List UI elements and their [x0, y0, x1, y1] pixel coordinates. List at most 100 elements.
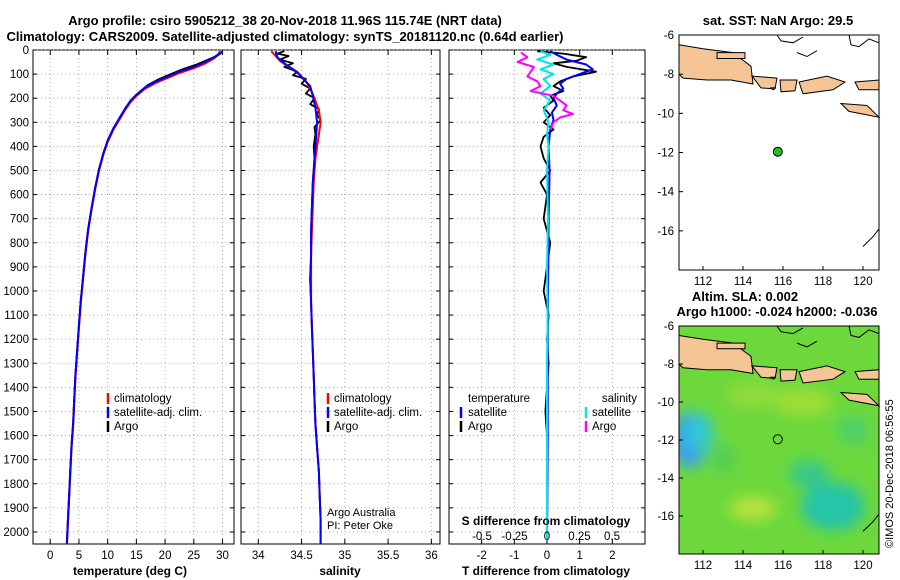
temperature-xtick-label: 0 — [47, 550, 53, 562]
sla-anomaly — [729, 496, 777, 521]
temperature-xtick-label: 5 — [76, 550, 82, 562]
sla-anomaly — [685, 412, 713, 453]
sla-anomaly — [773, 388, 833, 416]
sla-xtick-label: 118 — [814, 560, 832, 572]
sst-xtick-label: 120 — [853, 276, 872, 288]
temperature-panel: 0100200300400500600700800900100011001200… — [3, 45, 235, 562]
sla-ytick-label: -12 — [657, 435, 674, 447]
depth-tick-label: 700 — [10, 214, 29, 226]
salinity-xtick-label: 35 — [338, 550, 351, 562]
sla-coastline — [776, 325, 804, 335]
depth-tick-label: 1600 — [3, 431, 29, 443]
sst-xtick-label: 118 — [814, 276, 832, 288]
sla-anomaly — [711, 443, 735, 475]
sst-xtick-label: 116 — [774, 276, 792, 288]
sla-field-anomalies — [679, 380, 869, 531]
temperature-xtick-label: 25 — [187, 550, 200, 562]
sla-land — [779, 369, 798, 382]
temperature-legend-argo: Argo — [114, 421, 138, 433]
sst-ytick-label: -14 — [657, 187, 674, 199]
sst-land — [716, 52, 746, 59]
sst-ytick-label: -8 — [664, 69, 674, 81]
difference-x2label: S difference from climatology — [462, 514, 631, 528]
temperature-xtick-label: 20 — [159, 550, 172, 562]
temperature-xtick-label: 15 — [130, 550, 143, 562]
sla-map-panel: 112 114 116 118 120 -6 -8 -10 -12 -14 -16 — [657, 321, 881, 572]
sla-anomaly — [837, 416, 869, 445]
depth-tick-label: 300 — [10, 117, 29, 129]
salinity-legend-climatology: climatology — [334, 393, 392, 405]
depth-tick-label: 1400 — [3, 382, 29, 394]
sla-anomaly — [801, 482, 865, 531]
sst-ytick-label: -6 — [664, 30, 674, 42]
difference-legend-temperature-title: temperature — [468, 393, 530, 405]
sst-ytick-label: -16 — [657, 226, 674, 238]
depth-tick-label: 2000 — [3, 527, 29, 539]
sst-coastline — [862, 228, 880, 247]
sla-ytick-label: -10 — [657, 397, 674, 409]
depth-tick-label: 0 — [23, 45, 29, 57]
difference-legend-t-satellite: satellite — [468, 407, 507, 419]
temperature-legend-climatology: climatology — [114, 393, 172, 405]
temperature-satellite-line — [65, 50, 224, 545]
salinity-panel: 34 34.5 35 35.5 36 — [240, 49, 441, 562]
salinity-legend-satellite: satellite-adj. clim. — [334, 407, 422, 419]
salinity-xlabel: salinity — [319, 564, 361, 578]
sla-land — [854, 369, 880, 380]
sla-xtick-label: 120 — [853, 560, 872, 572]
sst-land — [854, 79, 880, 91]
difference-x2tick-label: 0.25 — [568, 531, 590, 543]
difference-legend-salinity-title: salinity — [602, 393, 637, 405]
depth-tick-label: 1500 — [3, 406, 29, 418]
depth-tick-label: 1300 — [3, 358, 29, 370]
sla-xtick-label: 112 — [694, 560, 712, 572]
depth-tick-label: 1700 — [3, 455, 29, 467]
depth-tick-label: 900 — [10, 262, 29, 274]
depth-tick-label: 1000 — [3, 286, 29, 298]
sla-float-marker — [772, 434, 783, 445]
sla-coastline — [848, 325, 880, 338]
depth-tick-label: 200 — [10, 93, 29, 105]
depth-tick-label: 600 — [10, 190, 29, 202]
difference-legend-t-argo: Argo — [468, 421, 492, 433]
sst-coastline — [796, 50, 818, 58]
salinity-annotation-line2: PI: Peter Oke — [327, 520, 393, 532]
sla-map-title-line1: Altim. SLA: 0.002 — [692, 289, 798, 304]
depth-tick-label: 500 — [10, 165, 29, 177]
difference-xtick-label: 2 — [609, 550, 615, 562]
sla-coastline — [796, 340, 818, 348]
sst-map-panel: 112 114 116 118 120 -6 -8 -10 -12 -14 -16 — [657, 30, 881, 288]
salinity-xtick-label: 36 — [425, 550, 438, 562]
depth-tick-label: 1200 — [3, 334, 29, 346]
difference-xlabel: T difference from climatology — [462, 564, 630, 578]
difference-legend-s-argo: Argo — [592, 421, 616, 433]
temperature-legend-satellite: satellite-adj. clim. — [114, 407, 202, 419]
difference-x2tick-label: -0.5 — [472, 531, 492, 543]
temperature-xtick-label: 10 — [101, 550, 114, 562]
sst-xtick-label: 114 — [734, 276, 753, 288]
sla-ytick-label: -8 — [664, 359, 674, 371]
figure-title-line2: Climatology: CARS2009. Satellite-adjuste… — [6, 29, 563, 44]
difference-xtick-label: -2 — [477, 550, 487, 562]
difference-xtick-label: -1 — [509, 550, 519, 562]
sst-xtick-label: 112 — [694, 276, 712, 288]
difference-x2tick-label: 0.5 — [604, 531, 620, 543]
sla-anomaly — [789, 460, 829, 489]
salinity-xtick-label: 35.5 — [377, 550, 399, 562]
sst-ytick-label: -10 — [657, 108, 674, 120]
sst-land — [750, 75, 778, 90]
difference-s-satellite-line — [536, 50, 555, 540]
sla-xtick-label: 114 — [734, 560, 753, 572]
salinity-legend-argo: Argo — [334, 421, 358, 433]
depth-tick-label: 1100 — [4, 310, 29, 322]
sla-land — [798, 365, 847, 384]
sla-land — [716, 342, 746, 350]
sst-land — [779, 79, 798, 93]
sla-land — [769, 376, 777, 380]
difference-x2tick-label: -0.25 — [501, 531, 527, 543]
salinity-satellite-line — [274, 50, 322, 544]
depth-tick-label: 1800 — [3, 479, 29, 491]
sst-land — [769, 87, 777, 91]
salinity-annotation-line1: Argo Australia — [327, 507, 396, 519]
